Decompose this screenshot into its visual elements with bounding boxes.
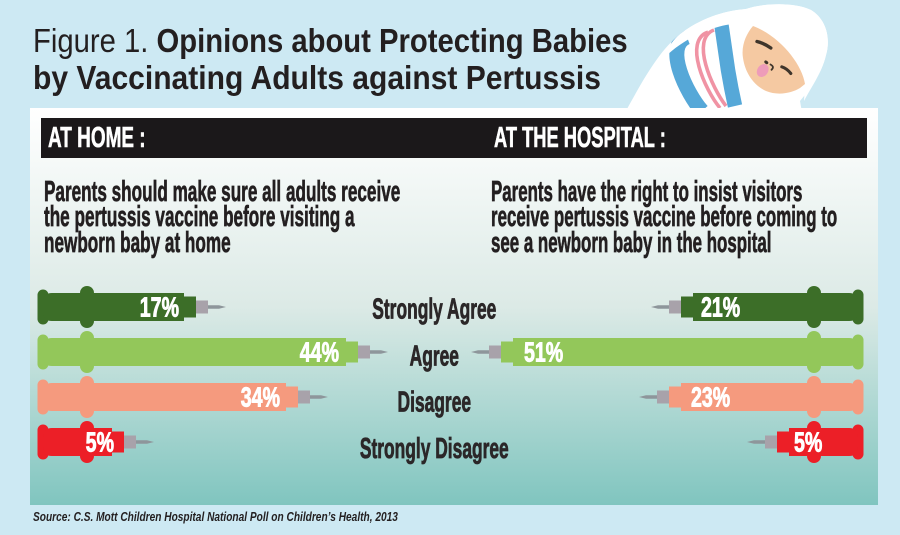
svg-text:Strongly Disagree: Strongly Disagree — [360, 432, 509, 465]
svg-text:5%: 5% — [794, 427, 822, 458]
svg-text:21%: 21% — [701, 292, 740, 323]
svg-text:51%: 51% — [524, 337, 563, 368]
svg-text:Disagree: Disagree — [398, 386, 471, 419]
svg-text:34%: 34% — [241, 382, 280, 413]
svg-text:17%: 17% — [140, 292, 179, 323]
svg-text:Strongly Agree: Strongly Agree — [372, 293, 496, 326]
svg-text:23%: 23% — [691, 382, 730, 413]
svg-text:44%: 44% — [300, 337, 339, 368]
svg-text:Agree: Agree — [410, 340, 459, 373]
svg-text:5%: 5% — [86, 427, 114, 458]
